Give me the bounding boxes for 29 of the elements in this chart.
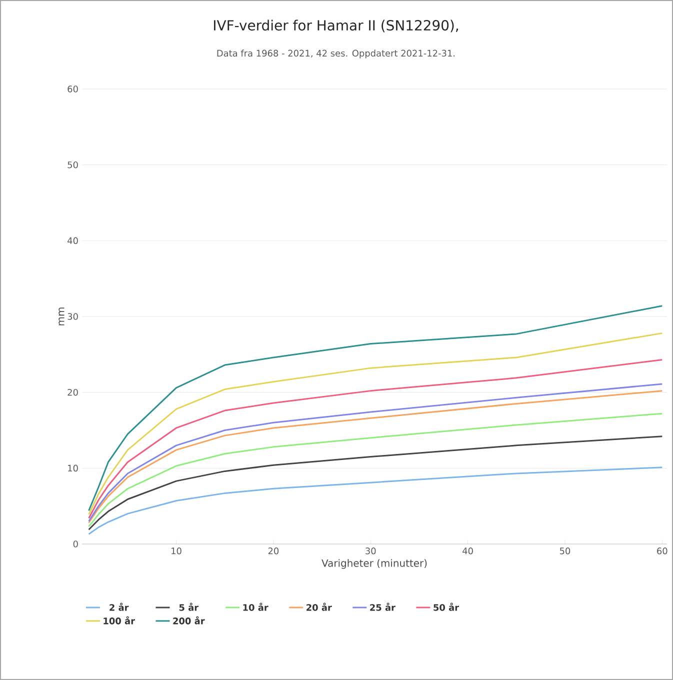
legend-label: 50 år [434,602,459,611]
legend-label: 200 år [173,616,205,624]
x-axis-title: Varigheter (minutter) [322,559,427,569]
y-axis-title: mm [58,308,64,326]
y-tick-label: 10 [68,464,78,472]
line-series [88,412,663,528]
legend-label: 100 år [104,616,135,624]
line-series [88,358,663,519]
chart-subtitle: Data fra 1968 - 2021, 42 ses. Oppdatert 2021-12-31. [217,50,455,58]
y-tick-label: 60 [68,86,78,92]
y-tick-label: 50 [68,161,78,168]
y-tick-label: 0 [73,540,78,548]
y-tick-label: 30 [68,313,78,320]
legend-label: 5 år [179,602,199,611]
chart-title: IVF-verdier for Hamar II (SN12290), [214,20,458,32]
legend-label: 25 år [370,602,396,611]
line-series [88,436,663,530]
x-tick-label: 20 [268,548,279,554]
y-tick-label: 20 [68,388,78,396]
legend-label: 2 år [110,602,129,611]
x-tick-label: 10 [172,548,182,554]
line-series [88,466,663,535]
x-tick-label: 50 [560,548,570,554]
x-tick-label: 60 [657,548,668,554]
x-tick-label: 30 [366,548,376,554]
legend-label: 10 år [243,602,268,611]
legend-label: 20 år [306,602,332,611]
x-tick-label: 40 [462,548,473,554]
y-tick-label: 40 [68,237,78,244]
